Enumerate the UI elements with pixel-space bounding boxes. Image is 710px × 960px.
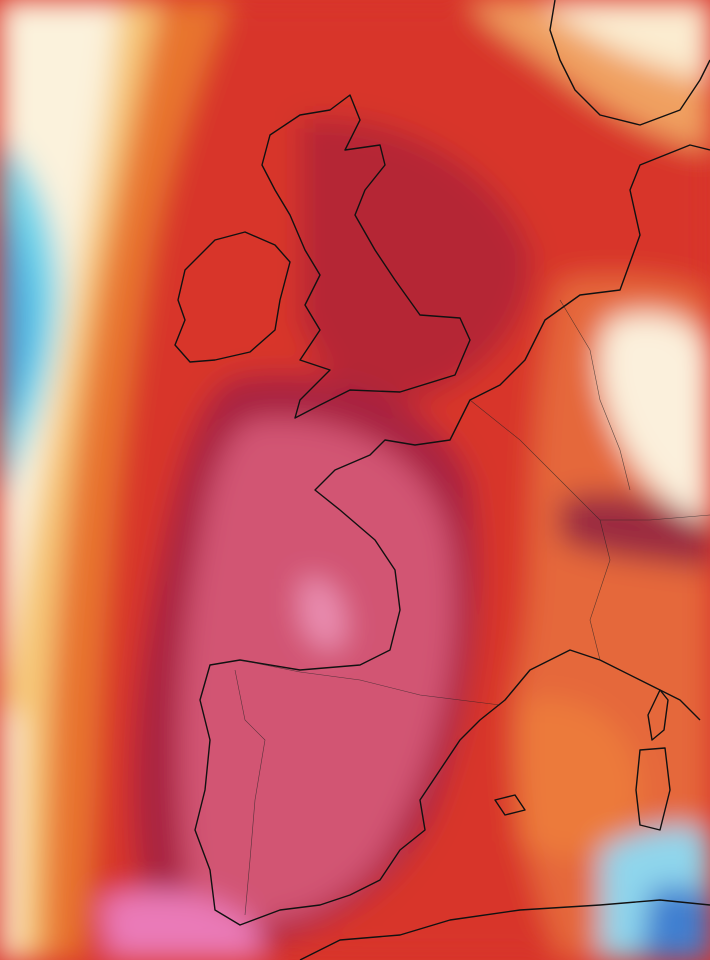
britain-coast [261,94,471,419]
med-orange [520,698,640,857]
sardinia-coast [635,747,671,831]
africa-coast [299,899,710,960]
alps-dark [560,493,710,570]
blue-area [0,200,34,430]
north-white [540,0,710,80]
south-blue [640,885,710,960]
portugal-border [234,669,266,916]
ireland-coast [174,231,291,363]
corsica-coast [647,689,669,741]
germany-border [559,299,631,491]
france-spain-border [239,659,501,706]
norway-coast [549,0,710,126]
pink-area [179,418,456,924]
dark-red-north [300,118,532,402]
europe-white [599,313,710,520]
continent-coast [194,144,710,926]
light-pink-patch [300,578,346,651]
light-pink-south [100,890,260,960]
coastlines [174,0,710,960]
balearic-coast [494,794,526,816]
white-band-south [0,700,20,960]
borders [234,299,710,916]
alps-border [600,514,710,521]
